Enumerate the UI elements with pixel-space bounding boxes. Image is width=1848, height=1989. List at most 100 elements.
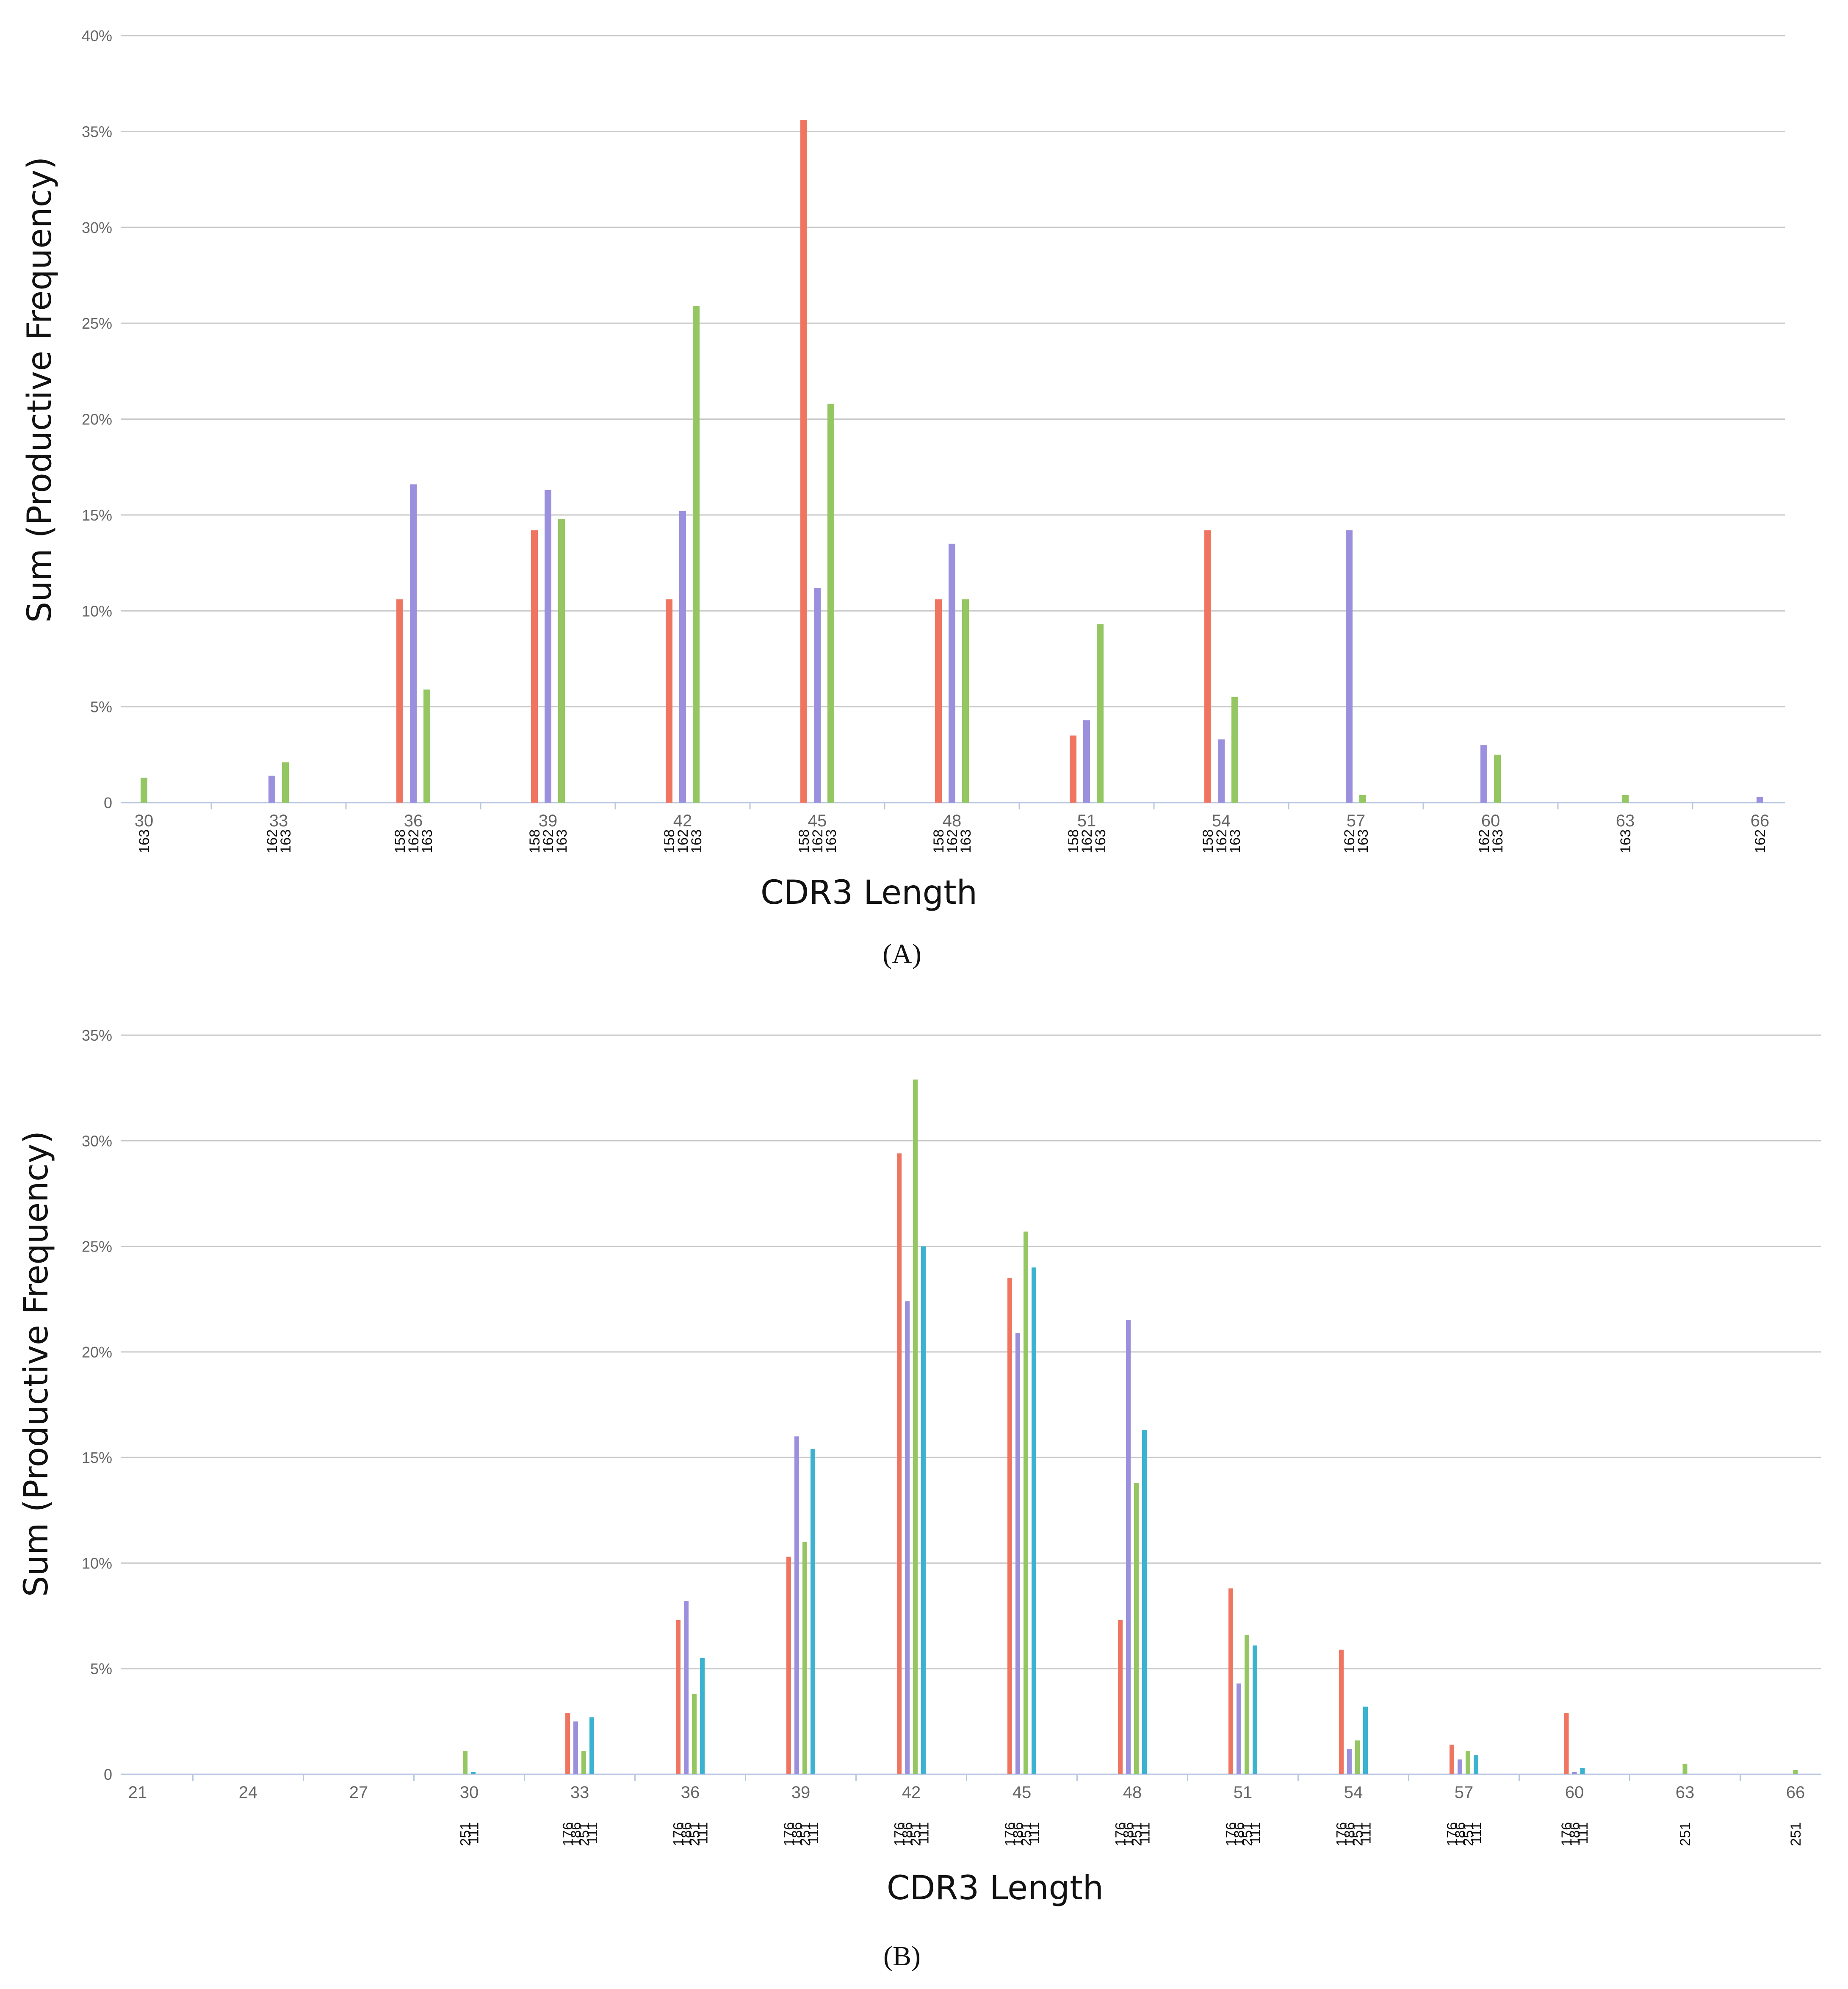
x-tick-label: 60 (1481, 812, 1500, 830)
panel-a-label: (A) (883, 939, 921, 970)
bar-45-186 (1015, 1332, 1020, 1774)
sample-label: 111 (1469, 1822, 1485, 1844)
sample-label: 162 (1752, 829, 1768, 853)
bar-42-176 (897, 1153, 902, 1774)
bar-63-163 (1622, 795, 1629, 803)
sample-label: 163 (278, 829, 294, 853)
sample-label: 251 (1677, 1822, 1693, 1846)
bar-36-162 (410, 484, 417, 803)
sample-label: 163 (1093, 829, 1109, 853)
sample-label: 162 (1079, 829, 1095, 853)
sample-label: 163 (958, 829, 974, 853)
sample-label: 251 (908, 1822, 924, 1846)
sample-label: 251 (1129, 1822, 1145, 1846)
bar-57-111 (1474, 1755, 1478, 1774)
bar-60-176 (1564, 1713, 1569, 1774)
y-tick-label: 10% (82, 602, 112, 620)
x-tick-label: 51 (1234, 1783, 1253, 1802)
x-tick-label: 33 (269, 812, 288, 830)
sample-label: 176 (1444, 1822, 1461, 1846)
x-tick-label: 57 (1455, 1783, 1474, 1802)
bar-30-163 (141, 778, 147, 803)
x-tick-label: 45 (808, 812, 827, 830)
sample-label: 176 (1223, 1822, 1239, 1846)
sample-label: 186 (1231, 1822, 1248, 1846)
bar-51-162 (1083, 720, 1090, 803)
bar-45-111 (1032, 1267, 1036, 1774)
sample-label: 162 (1476, 829, 1492, 853)
sample-label: 158 (527, 829, 543, 853)
x-tick-label: 45 (1013, 1783, 1032, 1802)
sample-label: 111 (805, 1822, 822, 1844)
bar-48-111 (1142, 1430, 1147, 1774)
bar-36-186 (684, 1601, 689, 1774)
y-tick-label: 30% (82, 1132, 112, 1150)
bar-39-158 (531, 530, 538, 803)
bar-54-186 (1347, 1749, 1352, 1774)
sample-label: 176 (560, 1822, 576, 1846)
bar-36-251 (692, 1694, 697, 1774)
sample-label: 251 (1350, 1822, 1366, 1846)
bar-36-176 (676, 1620, 681, 1774)
bar-42-251 (913, 1079, 918, 1774)
x-tick-label: 51 (1077, 812, 1096, 830)
bar-39-111 (811, 1449, 815, 1774)
bar-54-111 (1363, 1706, 1368, 1774)
sample-label: 186 (789, 1822, 805, 1846)
bar-54-251 (1355, 1740, 1360, 1774)
sample-label: 163 (1227, 829, 1243, 853)
sample-label: 162 (406, 829, 422, 853)
sample-label: 111 (695, 1822, 711, 1844)
sample-label: 111 (1026, 1822, 1043, 1844)
sample-label: 251 (1239, 1822, 1256, 1846)
x-tick-label: 48 (1123, 1783, 1142, 1802)
sample-label: 111 (1358, 1822, 1374, 1844)
bar-36-163 (423, 689, 430, 803)
bar-42-186 (905, 1301, 910, 1774)
bar-57-163 (1359, 795, 1366, 803)
sample-label: 186 (568, 1822, 584, 1846)
x-tick-label: 39 (791, 1783, 811, 1802)
panel-a-y-axis-title: Sum (Productive Frequency) (21, 157, 59, 623)
bar-60-162 (1480, 745, 1487, 803)
sample-label: 251 (458, 1822, 474, 1846)
y-tick-label: 35% (82, 123, 112, 140)
sample-label: 158 (1200, 829, 1216, 853)
sample-label: 163 (1618, 829, 1634, 853)
panel-b-y-axis-title: Sum (Productive Frequency) (17, 1131, 55, 1597)
x-tick-label: 36 (681, 1783, 700, 1802)
y-tick-label: 15% (82, 507, 112, 524)
bar-45-162 (814, 587, 821, 803)
sample-label: 251 (1461, 1822, 1477, 1846)
x-tick-label: 42 (673, 812, 692, 830)
sample-label: 158 (796, 829, 812, 853)
panel-b-chart: 05%10%15%20%25%30%35%21 24 27 3025111133176… (82, 1027, 1821, 1846)
sample-label: 176 (781, 1822, 797, 1846)
bar-33-251 (581, 1751, 586, 1774)
bar-60-111 (1580, 1768, 1585, 1774)
bar-54-176 (1339, 1649, 1344, 1774)
x-tick-label: 36 (404, 812, 423, 830)
bar-57-186 (1458, 1759, 1462, 1774)
sample-label: 163 (136, 829, 152, 853)
y-tick-label: 25% (82, 1238, 112, 1255)
sample-label: 111 (1248, 1822, 1264, 1844)
bar-60-186 (1572, 1772, 1577, 1774)
y-tick-label: 20% (82, 1344, 112, 1361)
bar-48-176 (1118, 1620, 1123, 1774)
sample-label: 158 (931, 829, 947, 853)
bar-45-158 (800, 120, 807, 803)
x-tick-label: 60 (1565, 1783, 1584, 1802)
x-tick-label: 30 (460, 1783, 479, 1802)
sample-label: 163 (419, 829, 435, 853)
y-tick-label: 5% (90, 1660, 112, 1678)
bar-63-251 (1682, 1764, 1688, 1774)
sample-label: 158 (1065, 829, 1082, 853)
panel-b-x-axis-title: CDR3 Length (887, 1869, 1104, 1907)
sample-label: 163 (1355, 829, 1371, 853)
sample-label: 163 (554, 829, 570, 853)
bar-33-162 (268, 776, 275, 803)
bar-57-251 (1466, 1751, 1470, 1774)
sample-label: 176 (1002, 1822, 1018, 1846)
